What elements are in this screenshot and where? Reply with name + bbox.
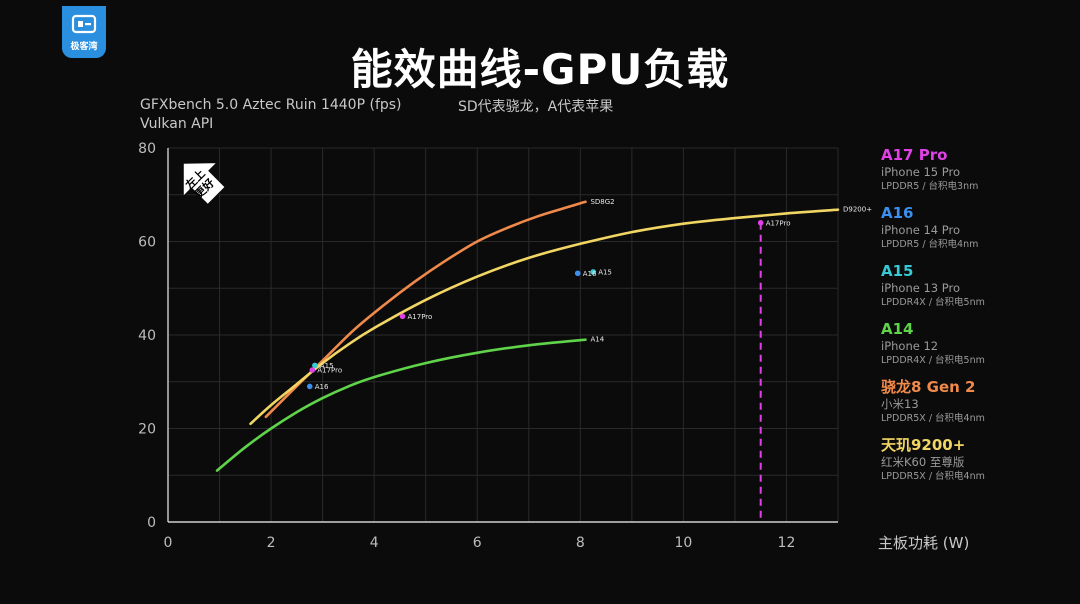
legend-item-a15: A15 iPhone 13 Pro LPDDR4X / 台积电5nm (881, 262, 1071, 309)
legend-item-a17pro: A17 Pro iPhone 15 Pro LPDDR5 / 台积电3nm (881, 146, 1071, 193)
legend-chip: A17 Pro (881, 146, 948, 164)
legend-memory: LPDDR5 / 台积电3nm (881, 181, 979, 192)
y-tick-label: 0 (147, 515, 156, 531)
legend-memory: LPDDR5X / 台积电4nm (881, 413, 985, 424)
x-tick-label: 10 (674, 535, 692, 551)
chart-grid (168, 147, 839, 522)
point-label-a16: A16 (315, 383, 329, 391)
chart-tick-labels: 0 2 4 6 8 10 12 0 20 40 60 80 (138, 141, 795, 551)
point-a17pro (399, 313, 406, 320)
legend-chip: 天玑9200+ (881, 436, 966, 454)
legend-memory: LPDDR5X / 台积电4nm (881, 471, 985, 482)
x-tick-label: 2 (267, 535, 276, 551)
legend-device: 小米13 (881, 397, 919, 411)
point-label-a15: A15 (598, 268, 612, 276)
chart-series: SD8G2 D9200+ A14 (215, 198, 872, 472)
legend-memory: LPDDR5 / 台积电4nm (881, 239, 979, 250)
legend-chip: A16 (881, 204, 914, 222)
legend-item-sd8g2: 骁龙8 Gen 2 小米13 LPDDR5X / 台积电4nm (881, 378, 1071, 425)
legend-device: 红米K60 至尊版 (881, 455, 965, 469)
series-end-label-d9200: D9200+ (843, 206, 872, 214)
series-line-d9200 (249, 208, 840, 426)
legend-item-a16: A16 iPhone 14 Pro LPDDR5 / 台积电4nm (881, 204, 1071, 251)
y-tick-label: 20 (138, 422, 156, 438)
legend-device: iPhone 13 Pro (881, 281, 961, 295)
point-label-a17pro: A17Pro (317, 367, 342, 375)
brand-logo: 极客湾 (62, 6, 106, 58)
legend-memory: LPDDR4X / 台积电5nm (881, 355, 985, 366)
point-a16 (574, 270, 581, 277)
series-end-label-sd8g2: SD8G2 (590, 198, 614, 206)
subtitle-line-2: Vulkan API (140, 116, 214, 132)
point-a17pro (757, 220, 764, 226)
point-a15 (590, 269, 596, 275)
legend-item-a14: A14 iPhone 12 LPDDR4X / 台积电5nm (881, 320, 1071, 367)
point-a15 (312, 362, 318, 369)
y-tick-label: 80 (138, 141, 156, 157)
x-tick-label: 4 (370, 535, 379, 551)
point-label-a17pro: A17Pro (408, 313, 433, 321)
y-tick-label: 40 (138, 328, 156, 344)
logo-text: 极客湾 (70, 42, 98, 52)
better-badge: 左上 更好 (182, 161, 227, 206)
point-label-a17pro: A17Pro (766, 219, 791, 227)
legend-device: iPhone 14 Pro (881, 223, 961, 237)
legend-device: iPhone 12 (881, 339, 939, 353)
series-line-sd8g2 (264, 200, 587, 419)
x-tick-label: 8 (576, 535, 585, 551)
point-a16 (306, 383, 313, 390)
x-axis-label: 主板功耗 (W) (878, 534, 970, 552)
y-tick-label: 60 (138, 235, 156, 251)
x-tick-label: 12 (778, 535, 796, 551)
legend-memory: LPDDR4X / 台积电5nm (881, 297, 985, 308)
subtitle-line-1: GFXbench 5.0 Aztec Ruin 1440P (fps) (140, 97, 402, 113)
point-a17pro (309, 367, 316, 373)
legend-chip: 骁龙8 Gen 2 (881, 378, 976, 396)
chart-axes (167, 148, 838, 523)
legend-item-d9200plus: 天玑9200+ 红米K60 至尊版 LPDDR5X / 台积电4nm (881, 436, 1071, 483)
point-label-a15: A15 (320, 362, 334, 370)
legend-chip: A14 (881, 320, 914, 338)
logo-icon (71, 14, 97, 34)
legend-device: iPhone 15 Pro (881, 165, 961, 179)
chart-subtitle: GFXbench 5.0 Aztec Ruin 1440P (fps) Vulk… (140, 96, 402, 134)
x-tick-label: 6 (473, 535, 482, 551)
x-tick-label: 0 (164, 535, 173, 551)
legend-chip: A15 (881, 262, 914, 280)
point-label-a16: A16 (583, 270, 597, 278)
page-title: 能效曲线-GPU负载 (350, 45, 730, 94)
series-line-a14 (215, 338, 587, 472)
chart-note: SD代表骁龙，A代表苹果 (458, 99, 614, 115)
series-end-label-a14: A14 (590, 336, 604, 344)
